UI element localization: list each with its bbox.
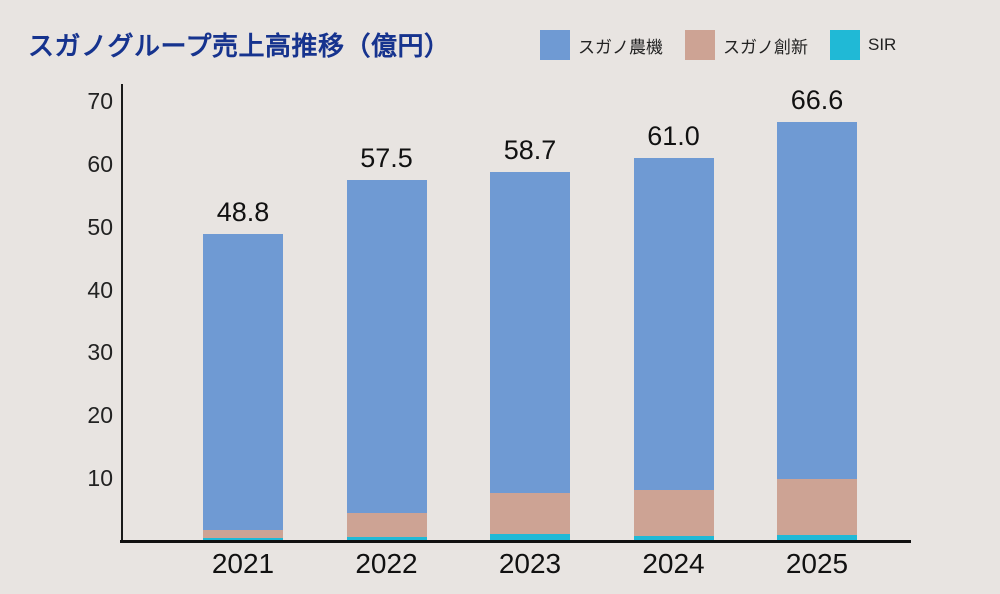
y-tick-label-30: 30 <box>87 339 113 366</box>
bar-segment-SIR-2025 <box>777 534 857 541</box>
bar-total-label-2025: 66.6 <box>790 85 844 116</box>
bar-segment-スガノ農機-2024 <box>633 157 714 491</box>
legend-item-sugano-soshin: スガノ創新 <box>685 30 808 60</box>
bar-segment-SIR-2023 <box>490 534 570 541</box>
legend-swatch-sugano-soshin <box>685 30 715 60</box>
bar-total-label-2021: 48.8 <box>216 197 270 228</box>
x-axis-line <box>120 540 911 543</box>
bar-segment-スガノ創新-2023 <box>490 493 570 535</box>
legend-label-sugano-soshin: スガノ創新 <box>723 37 808 57</box>
bar-segment-スガノ創新-2025 <box>777 479 857 535</box>
x-axis-label-2022: 2022 <box>355 548 418 579</box>
y-tick-label-70: 70 <box>87 88 113 114</box>
y-axis-line <box>121 84 123 543</box>
bar-total-label-2024: 61.0 <box>647 120 700 151</box>
bar-segment-SIR-2024 <box>633 535 714 541</box>
bar-segment-スガノ創新-2021 <box>203 529 283 538</box>
x-axis-label-2023: 2023 <box>498 548 562 579</box>
bar-segment-スガノ農機-2023 <box>490 172 570 494</box>
bar-total-label-2022: 57.5 <box>360 142 413 173</box>
bar-segment-スガノ創新-2022 <box>346 512 427 538</box>
bar-segment-SIR-2022 <box>346 537 427 541</box>
chart-title: スガノグループ売上高推移（億円） <box>28 31 451 61</box>
bar-total-label-2023: 58.7 <box>503 135 557 166</box>
x-axis-label-2021: 2021 <box>211 548 275 579</box>
chart-legend: スガノ農機 スガノ創新 SIR <box>540 30 918 60</box>
legend-label-sugano-noki: スガノ農機 <box>578 37 663 57</box>
legend-label-sir: SIR <box>868 35 897 54</box>
y-tick-label-40: 40 <box>87 276 113 303</box>
legend-item-sir: SIR <box>830 30 896 60</box>
bar-segment-スガノ農機-2025 <box>777 122 857 480</box>
y-tick-label-50: 50 <box>87 213 113 240</box>
bar-segment-スガノ農機-2022 <box>346 179 427 513</box>
bar-segment-SIR-2021 <box>203 537 283 541</box>
legend-swatch-sir <box>830 30 860 60</box>
y-tick-label-10: 10 <box>87 465 113 492</box>
legend-item-sugano-noki: スガノ農機 <box>540 30 663 60</box>
y-tick-label-20: 20 <box>87 402 113 429</box>
x-axis-label-2025: 2025 <box>785 548 849 579</box>
legend-swatch-sugano-noki <box>540 30 570 60</box>
bar-segment-スガノ農機-2021 <box>203 234 283 530</box>
bar-segment-スガノ創新-2024 <box>633 490 714 536</box>
y-tick-label-60: 60 <box>87 150 113 177</box>
x-axis-label-2024: 2024 <box>642 548 705 579</box>
